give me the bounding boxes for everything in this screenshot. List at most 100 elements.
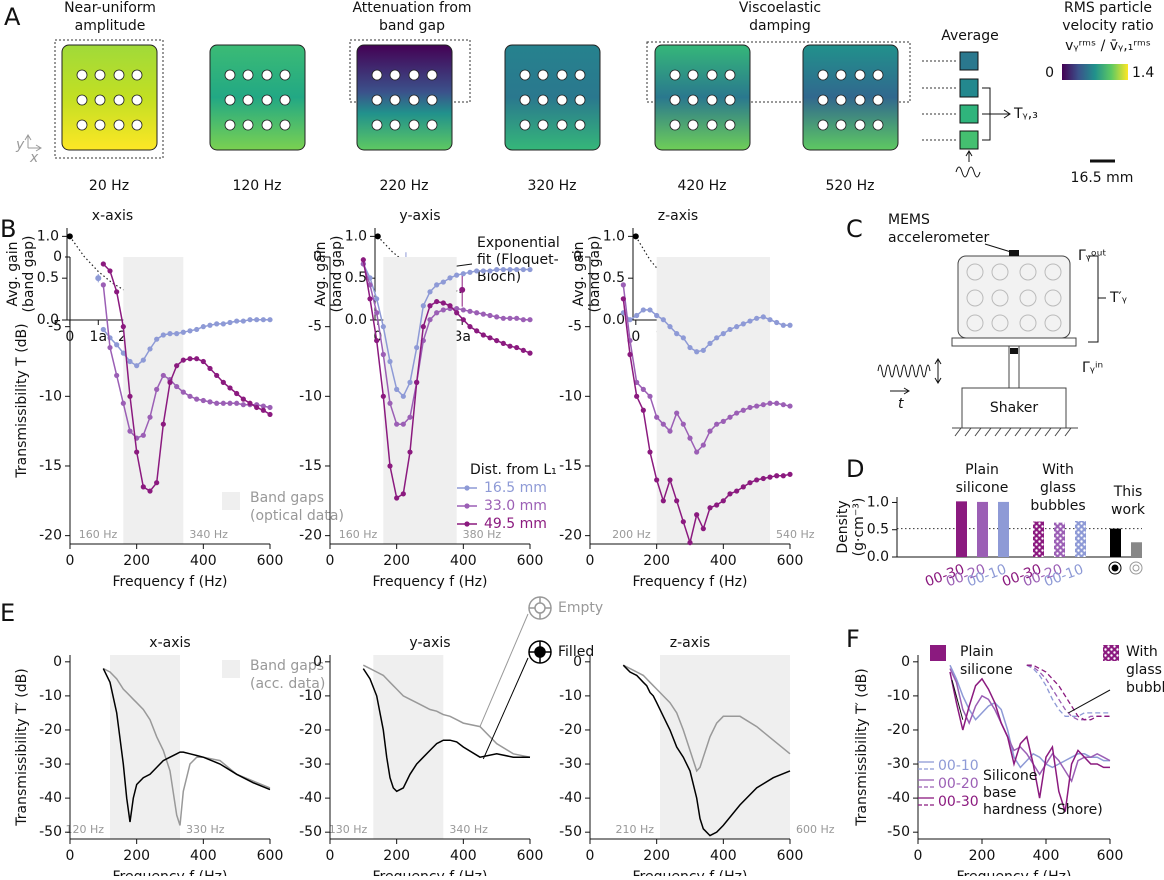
- point: [260, 407, 266, 413]
- point: [707, 340, 713, 346]
- y-tick-label: -30: [39, 756, 62, 772]
- data-line: [102, 668, 271, 823]
- x-tick-label: 400: [710, 553, 737, 569]
- band-gap: [383, 257, 457, 544]
- x-tick-label: 200: [969, 848, 996, 864]
- point: [100, 282, 106, 288]
- y-tick-label: -50: [39, 824, 62, 840]
- data-line: [362, 668, 530, 793]
- point: [440, 300, 446, 306]
- point: [627, 351, 633, 358]
- hole: [574, 69, 586, 81]
- point: [787, 403, 793, 409]
- data-line: [1026, 664, 1110, 717]
- data-line: [362, 664, 531, 758]
- point: [740, 321, 746, 327]
- point: [700, 347, 706, 353]
- point: [387, 358, 393, 365]
- y-axis-label: Avg. gain: [571, 241, 587, 306]
- y-tick-label: 0.5: [37, 270, 59, 286]
- x-tick-label: 600: [517, 553, 544, 569]
- point: [140, 357, 146, 363]
- point: [394, 386, 400, 392]
- heading: amplitude: [75, 18, 146, 34]
- y-tick-label: 1.0: [867, 494, 889, 510]
- point: [480, 311, 486, 317]
- band-label: 200 Hz: [612, 528, 651, 541]
- point: [740, 407, 746, 413]
- point: [494, 314, 500, 320]
- point: [667, 428, 673, 434]
- point: [660, 421, 666, 427]
- hole: [76, 119, 88, 131]
- x-tick-label: 0: [631, 329, 640, 345]
- label: Shaker: [990, 400, 1039, 416]
- hole: [817, 94, 829, 106]
- point: [114, 342, 120, 348]
- y-tick-label: -30: [299, 756, 322, 772]
- point: [694, 349, 700, 355]
- colorbar-formula: vᵧʳᵐˢ / v̄ᵧ,₁ʳᵐˢ: [1065, 38, 1151, 54]
- hole: [556, 94, 568, 106]
- point: [374, 310, 380, 316]
- y-axis-label: Transmissibility T (dB): [14, 323, 30, 478]
- x-tick-label: 0: [66, 848, 75, 864]
- point: [207, 365, 213, 372]
- point: [727, 326, 733, 333]
- colorbar-title: RMS particle: [1064, 0, 1152, 16]
- point: [760, 402, 766, 408]
- legend-title: base: [983, 785, 1016, 801]
- point: [760, 475, 766, 482]
- average-box: [959, 51, 979, 71]
- bracket: [982, 87, 1011, 141]
- heading: band gap: [379, 18, 445, 34]
- y-tick-label: 0.0: [867, 549, 889, 565]
- point: [507, 315, 513, 321]
- hole: [706, 69, 718, 81]
- label: MEMS: [888, 212, 930, 228]
- x-tick-label: 200: [643, 553, 670, 569]
- point: [267, 404, 273, 411]
- bar: [956, 501, 967, 557]
- point: [720, 331, 726, 337]
- legend-swatch: [930, 645, 946, 661]
- point: [100, 326, 106, 333]
- point: [627, 317, 633, 323]
- point: [180, 357, 186, 363]
- annotation: With: [1126, 644, 1158, 660]
- point: [367, 296, 373, 302]
- point: [680, 519, 686, 525]
- group-label: silicone: [956, 480, 1009, 496]
- panel-label: A: [4, 3, 21, 31]
- point: [527, 350, 533, 356]
- legend-title: hardness (Shore): [983, 802, 1103, 818]
- point: [520, 266, 526, 273]
- point: [660, 498, 666, 504]
- point: [680, 421, 686, 427]
- x-tick-label: 400: [1033, 848, 1060, 864]
- point: [514, 344, 520, 351]
- x-tick-label: 600: [1097, 848, 1124, 864]
- point: [174, 383, 180, 390]
- hole: [261, 69, 273, 81]
- hole: [706, 94, 718, 106]
- point: [647, 393, 653, 399]
- point: [214, 400, 220, 406]
- output-label: Tᵧ,₃: [1013, 106, 1038, 122]
- x-tick-label: 200: [643, 848, 670, 864]
- band-gap: [660, 655, 790, 839]
- chart-title: y-axis: [409, 635, 450, 651]
- point: [654, 477, 660, 483]
- y-tick-label: 0: [573, 654, 582, 670]
- icon: [529, 597, 551, 619]
- band-label: 130 Hz: [329, 823, 368, 836]
- label: T′ᵧ: [1109, 290, 1127, 306]
- frequency-label: 520 Hz: [825, 178, 874, 194]
- point: [454, 272, 460, 278]
- hole: [687, 119, 699, 131]
- hole: [131, 94, 143, 106]
- legend-swatch: [1103, 645, 1119, 661]
- panel-label: E: [0, 599, 15, 627]
- average-box: [959, 104, 979, 124]
- group-label: This: [1113, 484, 1143, 500]
